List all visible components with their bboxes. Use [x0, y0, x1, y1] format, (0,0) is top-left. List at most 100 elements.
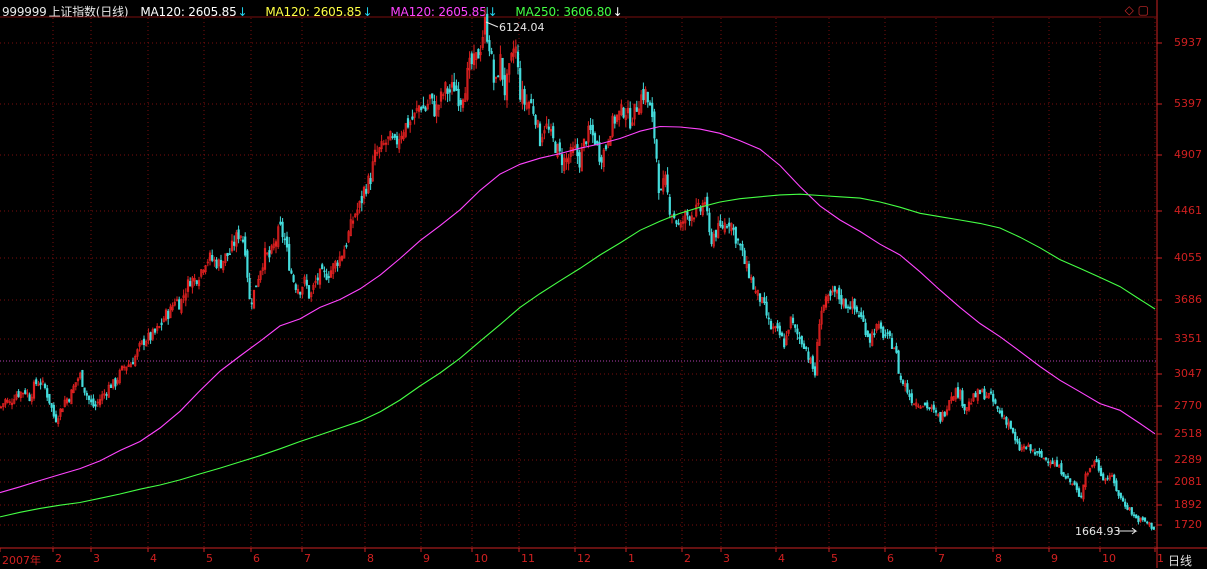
candle-body	[470, 53, 473, 65]
candle-body	[864, 322, 867, 335]
candle-body	[820, 310, 823, 325]
candle-body	[1007, 422, 1010, 427]
candle-body	[855, 306, 858, 312]
candle-body	[158, 326, 161, 328]
candle-body	[653, 111, 656, 139]
candle-body	[932, 404, 935, 410]
window-controls[interactable]: ◇ ▢	[1124, 3, 1149, 17]
candle-body	[431, 93, 434, 99]
candle-body	[371, 161, 374, 182]
candle-body	[912, 403, 916, 406]
candle-body	[954, 388, 957, 400]
candle-body	[360, 195, 363, 204]
x-tick-label: 8	[995, 552, 1002, 565]
candle-body	[197, 279, 201, 287]
candle-body	[327, 276, 330, 278]
candle-body	[574, 145, 577, 148]
trend-arrow-icon: ↓	[487, 5, 498, 19]
candle-body	[508, 63, 511, 75]
candle-body	[391, 136, 394, 138]
candle-body	[217, 259, 220, 267]
candle-body	[514, 46, 517, 53]
candle-body	[633, 103, 636, 120]
candle-body	[530, 99, 533, 104]
candle-body	[180, 298, 183, 313]
candle-body	[904, 383, 907, 387]
candle-body	[1091, 464, 1094, 467]
candle-body	[1093, 461, 1096, 466]
candle-body	[303, 276, 306, 284]
candle-body	[668, 196, 671, 215]
candle-body	[332, 263, 335, 274]
candle-body	[732, 227, 735, 230]
candle-body	[384, 142, 388, 145]
candle-body	[96, 401, 99, 404]
candle-body	[717, 223, 720, 238]
period-label[interactable]: 日线	[1168, 554, 1193, 568]
candle-body	[624, 115, 627, 120]
candle-body	[1113, 474, 1116, 484]
candle-body	[761, 297, 764, 304]
candle-body	[996, 406, 999, 409]
candle-body	[483, 16, 487, 35]
candle-body	[257, 278, 260, 287]
ma-legend-item: MA120: 2605.85↓	[390, 5, 498, 19]
x-tick-label: 1	[628, 552, 635, 565]
candle-body	[523, 88, 526, 105]
candle-body	[402, 132, 405, 140]
candle-body	[48, 393, 51, 404]
candle-body	[433, 100, 436, 117]
candle-body	[140, 340, 143, 345]
candle-body	[329, 270, 333, 278]
candle-body	[1011, 427, 1015, 433]
x-tick-label: 10	[1102, 552, 1116, 565]
candle-body	[211, 255, 214, 261]
y-tick-label: 4461	[1174, 204, 1202, 217]
candle-body	[708, 212, 711, 233]
candle-body	[1018, 441, 1021, 451]
candle-body	[862, 315, 865, 322]
candle-body	[1044, 457, 1048, 460]
candle-body	[725, 226, 729, 228]
candle-body	[721, 225, 724, 229]
candle-body	[752, 277, 755, 290]
candle-body	[857, 314, 861, 317]
candle-body	[202, 269, 205, 274]
candle-body	[149, 332, 152, 341]
candle-body	[618, 110, 621, 120]
candle-body	[569, 147, 572, 157]
candle-body	[1071, 483, 1074, 486]
candle-body	[1025, 447, 1028, 449]
candle-body	[778, 325, 781, 336]
x-tick-label: 7	[938, 552, 945, 565]
candle-body	[783, 338, 786, 348]
candle-body	[373, 149, 377, 162]
candle-body	[695, 204, 698, 217]
candle-body	[567, 157, 570, 164]
candle-body	[750, 277, 753, 280]
candle-body	[1117, 490, 1120, 496]
candle-body	[666, 174, 669, 193]
candle-body	[206, 261, 209, 264]
candle-body	[215, 259, 218, 269]
ma-legend-item: MA120: 2605.85↓	[265, 5, 373, 19]
candle-body	[736, 238, 740, 241]
candle-body	[204, 265, 207, 272]
candle-body	[978, 390, 982, 395]
candle-body	[769, 321, 773, 330]
candle-body	[160, 322, 163, 326]
candle-body	[563, 157, 566, 171]
candle-body	[959, 389, 962, 399]
y-tick-label: 3686	[1174, 293, 1202, 306]
candle-body	[545, 123, 548, 128]
candle-body	[490, 51, 493, 54]
candle-body	[321, 264, 324, 270]
candle-body	[657, 163, 660, 194]
candle-body	[842, 298, 845, 307]
candle-body	[915, 402, 918, 407]
candle-body	[780, 332, 784, 337]
candle-body	[521, 89, 524, 104]
candle-body	[481, 37, 484, 48]
candle-body	[241, 239, 245, 242]
